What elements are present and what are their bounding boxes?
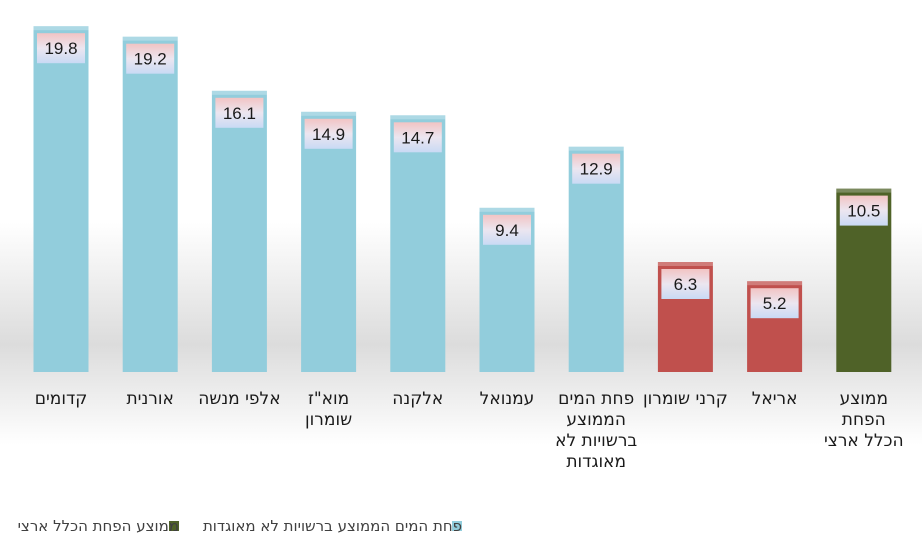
category-label-4-line-0: אלקנה <box>392 389 443 409</box>
bar-6 <box>568 146 624 372</box>
bar-highlight-8 <box>747 281 803 286</box>
category-label-2-line-0: אלפי מנשה <box>198 389 280 409</box>
data-label-7: 6.3 <box>674 275 698 294</box>
data-label-8: 5.2 <box>763 294 787 313</box>
legend: פחת המים הממוצע ברשויות לא מאוגדות ממוצע … <box>18 517 462 535</box>
legend-label-1: ממוצע הפחת הכלל ארצי <box>18 517 179 535</box>
category-label-3-line-1: שומרון <box>305 410 352 430</box>
bar-0 <box>33 26 89 372</box>
data-label-box-3 <box>304 118 353 149</box>
bar-highlight-9 <box>836 188 892 193</box>
data-label-6: 12.9 <box>580 160 613 179</box>
category-label-6-line-1: הממוצע <box>566 410 626 430</box>
category-label-3-line-0: מוא"ז <box>308 389 349 409</box>
legend-marker-0 <box>452 521 462 531</box>
data-label-box-6 <box>572 153 621 184</box>
category-label-6-line-2: ברשויות לא <box>555 431 637 451</box>
category-label-6-line-0: פחת המים <box>558 389 634 409</box>
category-label-7-line-0: קרני שומרון <box>643 389 728 409</box>
category-label-1-line-0: אורנית <box>127 389 174 409</box>
bar-highlight-5 <box>479 207 535 212</box>
data-label-3: 14.9 <box>312 125 345 144</box>
data-label-box-8 <box>750 288 799 319</box>
bar-highlight-4 <box>390 115 446 120</box>
category-label-9-line-2: הכלל ארצי <box>824 431 904 451</box>
category-label-5-line-0: עמנואל <box>480 389 535 409</box>
bar-2 <box>211 90 267 373</box>
category-label-0-line-0: קדומים <box>35 389 88 409</box>
data-label-4: 14.7 <box>401 128 434 147</box>
data-label-box-9 <box>839 195 888 226</box>
bars-group <box>33 26 892 373</box>
data-label-9: 10.5 <box>847 202 880 221</box>
data-label-1: 19.2 <box>134 50 167 69</box>
legend-marker-1 <box>169 521 179 531</box>
data-label-0: 19.8 <box>44 39 77 58</box>
bar-highlight-0 <box>33 26 89 31</box>
data-labels-group: 19.8 19.2 16.1 14.9 14.7 9.4 12.9 6.3 5.2 10.5 <box>37 33 888 319</box>
bar-highlight-1 <box>122 36 178 41</box>
data-label-5: 9.4 <box>495 221 519 240</box>
category-label-9-line-1: הפחת <box>842 410 886 430</box>
data-label-box-4 <box>393 122 442 153</box>
data-label-box-2 <box>215 97 264 128</box>
data-label-box-5 <box>483 214 531 245</box>
data-label-box-0 <box>37 33 85 64</box>
category-label-9-line-0: ממוצע <box>840 389 888 409</box>
data-label-box-1 <box>126 43 175 74</box>
data-label-2: 16.1 <box>223 104 256 123</box>
legend-label-0: פחת המים הממוצע ברשויות לא מאוגדות <box>203 517 462 535</box>
bar-highlight-7 <box>657 262 713 266</box>
bar-highlight-3 <box>301 111 357 116</box>
bar-1 <box>122 36 178 372</box>
bar-highlight-2 <box>211 90 267 95</box>
data-label-box-7 <box>661 269 710 299</box>
bar-highlight-6 <box>568 146 624 151</box>
bar-4 <box>390 115 446 373</box>
bar-3 <box>301 111 357 373</box>
category-label-6-line-3: מאוגדות <box>566 452 626 472</box>
category-label-8-line-0: אריאל <box>752 389 798 409</box>
